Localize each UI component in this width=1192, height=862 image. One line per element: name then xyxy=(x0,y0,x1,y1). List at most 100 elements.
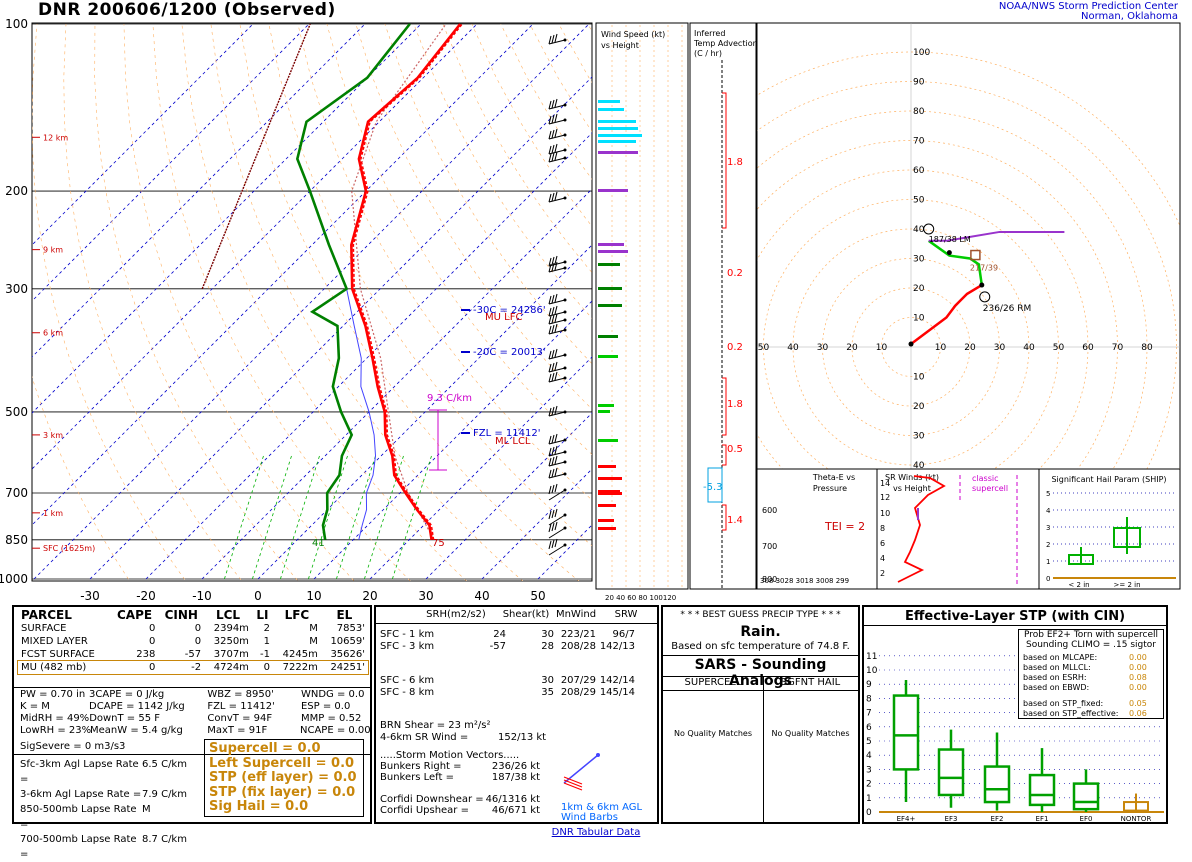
ship-tick: 4 xyxy=(1046,507,1051,515)
motion-title: .....Storm Motion Vectors..... xyxy=(380,750,520,761)
mean-wind-marker xyxy=(970,249,981,261)
barb-flag xyxy=(551,484,555,494)
dry-adiabat xyxy=(355,23,592,410)
srw-trace xyxy=(897,475,946,583)
virtual-temperature-profile xyxy=(352,23,463,540)
barb-staff xyxy=(548,157,566,163)
parcel-cell: MIXED LAYER xyxy=(21,636,88,647)
dry-adiabat xyxy=(63,23,243,581)
wind-speed-bar xyxy=(598,127,638,130)
ship-tick: 1 xyxy=(1046,558,1050,566)
kinematics-panel: SRH(m2/s2) Shear(kt) MnWind SRW SFC - 1 km 2… xyxy=(374,605,659,824)
dry-adiabat xyxy=(94,23,299,581)
hodo-x-label: 40 xyxy=(1023,343,1035,353)
barb-flag xyxy=(554,538,558,548)
adv-bar-warm xyxy=(722,92,727,229)
parcel-row: SURFACE 0 0 2394m 2 M 7853' xyxy=(18,622,368,635)
skewt-profiles xyxy=(201,23,463,541)
kin-cell: 223/21 xyxy=(560,629,596,640)
barb-flag xyxy=(554,313,558,323)
parcel-row: FCST SURFACE 238 -57 3707m -1 4245m 35626' xyxy=(18,648,368,661)
theta-tick: 600 xyxy=(762,506,777,515)
motion-row xyxy=(380,783,540,794)
barb-flag xyxy=(551,539,555,549)
stp-prob-value: 0.05 xyxy=(1129,699,1147,708)
barb-dot xyxy=(563,526,567,530)
barb-flag xyxy=(554,508,558,518)
parcel-cell: 10659' xyxy=(330,636,365,647)
wind-barb xyxy=(548,33,567,45)
dry-adiabat xyxy=(471,23,592,227)
lapse-label: 9.3 C/km xyxy=(427,393,472,404)
barb-staff xyxy=(548,367,566,373)
bunkers-left-label: 187/38 LM xyxy=(929,235,971,244)
isotherm-line xyxy=(32,23,534,526)
kin-header-cell: SRW xyxy=(614,609,638,620)
barb-flag xyxy=(554,191,558,201)
height-label: 6 km xyxy=(43,329,63,338)
parcel-row: MIXED LAYER 0 0 3250m 1 M 10659' xyxy=(18,635,368,648)
isotherm-line xyxy=(537,524,592,580)
wind-speed-bar xyxy=(598,477,622,480)
motion-label: Bunkers Left = xyxy=(380,772,454,783)
isotherm-line xyxy=(145,132,592,580)
ship-tick: 0 xyxy=(1046,575,1050,583)
wind-barb xyxy=(548,261,567,273)
stp-prob-label: based on MLLCL: xyxy=(1023,663,1091,672)
wind-speed-bar xyxy=(598,304,622,307)
index-cell: 3CAPE = 0 J/kg xyxy=(89,689,165,700)
barb-flag xyxy=(551,468,555,478)
adv-bar-cold xyxy=(707,467,723,503)
height-label: 9 km xyxy=(43,246,63,255)
temp-axis-label: 30 xyxy=(418,589,433,603)
ship-title: Significant Hail Param (SHIP) xyxy=(1051,475,1166,484)
mixing-ratio-line xyxy=(364,455,404,580)
wind-barb xyxy=(548,113,567,125)
dry-adiabat xyxy=(617,24,1192,591)
ml-lcl-label: ML LCL xyxy=(495,436,531,447)
wind-barb xyxy=(548,323,567,335)
barb-staff xyxy=(548,104,566,110)
barb-flag xyxy=(548,325,552,335)
parcel-cell: 0 xyxy=(149,623,156,634)
index-cell: NCAPE = 0.00 xyxy=(300,725,371,736)
stp-category: EF2 xyxy=(991,815,1004,822)
sars-hail-none: No Quality Matches xyxy=(771,729,850,738)
precip-value: Rain. xyxy=(740,624,781,640)
index-cell: MMP = 0.52 xyxy=(301,713,362,724)
kin-cell: 30 xyxy=(541,675,554,686)
barb-dot xyxy=(563,366,567,370)
hodo-ring-label: 30 xyxy=(913,255,925,265)
srw-tick: 14 xyxy=(880,479,890,488)
theta-title-2: Pressure xyxy=(813,484,847,493)
wind-speed-frame xyxy=(595,22,689,590)
stp-prob-value: 0.00 xyxy=(1129,683,1147,692)
stp-y-tick: 4 xyxy=(866,751,872,761)
wind-barb xyxy=(548,348,567,360)
tabular-data-link[interactable]: DNR Tabular Data xyxy=(551,827,641,838)
ship-x-1: < 2 in xyxy=(1068,581,1089,589)
barb-flag xyxy=(554,293,558,303)
index-cell: MeanW = 5.4 g/kg xyxy=(90,725,183,736)
kin-cell: 208/28 xyxy=(560,641,596,652)
hodo-x-label: 80 xyxy=(1141,343,1153,353)
stp-y-tick: 0 xyxy=(866,808,872,818)
kin-cell: 142/13 xyxy=(599,641,635,652)
adv-value: 1.8 xyxy=(727,157,743,168)
kin-cell: SFC - 3 km xyxy=(380,641,435,652)
parcel-panel: PARCEL CAPE CINH LCL LI LFC EL SURFACE 0 0 2394m 2… xyxy=(12,605,372,860)
kin-cell: 28 xyxy=(541,641,554,652)
parcel-header-cell: EL xyxy=(336,608,353,622)
sars-col-supercell: SUPERCELL xyxy=(684,677,742,688)
hodo-x-label: 10 xyxy=(876,343,888,353)
ship-tick: 3 xyxy=(1046,524,1050,532)
bunkers-right-marker xyxy=(979,291,991,303)
stp-prob-label: based on STP_fixed: xyxy=(1023,699,1104,708)
barb-flag xyxy=(548,510,552,520)
parcel-cell: 7222m xyxy=(282,662,318,673)
hodo-trace-low xyxy=(910,283,983,346)
parcel-cell: 3707m xyxy=(213,649,249,660)
stp-box xyxy=(1072,782,1100,811)
barb-dot xyxy=(563,260,567,264)
